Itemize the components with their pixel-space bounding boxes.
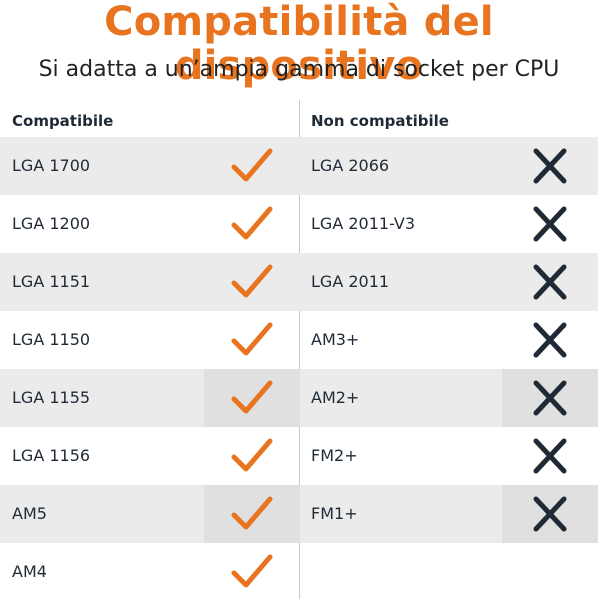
socket-label: LGA 2011 [311,272,390,291]
incompatible-column: Non compatibile LGA 2066 LGA 2011-V3 LGA 2… [300,100,598,543]
list-item: LGA 1150 [0,311,300,369]
list-item: AM3+ [300,311,598,369]
socket-label: LGA 1150 [12,330,91,349]
check-icon [204,485,300,543]
list-item: LGA 1700 [0,137,300,195]
check-icon [204,311,300,369]
cross-icon [502,369,598,427]
socket-label: LGA 1155 [12,388,91,407]
page-subtitle: Si adatta a un’ampia gamma di socket per… [38,57,560,82]
check-icon [204,369,300,427]
socket-label: AM4 [12,562,47,581]
list-item: AM4 [0,543,300,601]
list-item: LGA 1155 [0,369,300,427]
cross-icon [502,137,598,195]
list-item: LGA 2066 [300,137,598,195]
incompatible-heading: Non compatibile [311,112,449,130]
socket-label: LGA 1700 [12,156,91,175]
socket-label: FM2+ [311,446,358,465]
cross-icon [502,427,598,485]
check-icon [204,253,300,311]
cross-icon [502,485,598,543]
socket-label: FM1+ [311,504,358,523]
check-icon [204,427,300,485]
page-title: Compatibilità del dispositivo [104,0,494,89]
cross-icon [502,253,598,311]
list-item: AM2+ [300,369,598,427]
cross-icon [502,311,598,369]
check-icon [204,137,300,195]
socket-label: LGA 2011-V3 [311,214,416,233]
socket-label: AM3+ [311,330,360,349]
socket-label: AM2+ [311,388,360,407]
compatible-heading: Compatibile [12,112,114,130]
list-item: LGA 1156 [0,427,300,485]
list-item: LGA 1151 [0,253,300,311]
list-item: LGA 2011-V3 [300,195,598,253]
list-item: LGA 1200 [0,195,300,253]
socket-label: LGA 1151 [12,272,91,291]
list-item: LGA 2011 [300,253,598,311]
compatible-list: LGA 1700 LGA 1200 LGA 1151 LGA 1150 LGA 1155… [0,137,300,601]
socket-label: LGA 2066 [311,156,390,175]
incompatible-list: LGA 2066 LGA 2011-V3 LGA 2011 AM3+ AM2+ FM2+ F… [300,137,598,543]
compatible-column: Compatibile LGA 1700 LGA 1200 LGA 1151 LGA … [0,100,300,601]
socket-label: AM5 [12,504,47,523]
list-item: AM5 [0,485,300,543]
list-item: FM2+ [300,427,598,485]
list-item: FM1+ [300,485,598,543]
column-divider [299,100,300,599]
check-icon [204,195,300,253]
socket-label: LGA 1156 [12,446,91,465]
cross-icon [502,195,598,253]
socket-label: LGA 1200 [12,214,91,233]
check-icon [204,543,300,601]
